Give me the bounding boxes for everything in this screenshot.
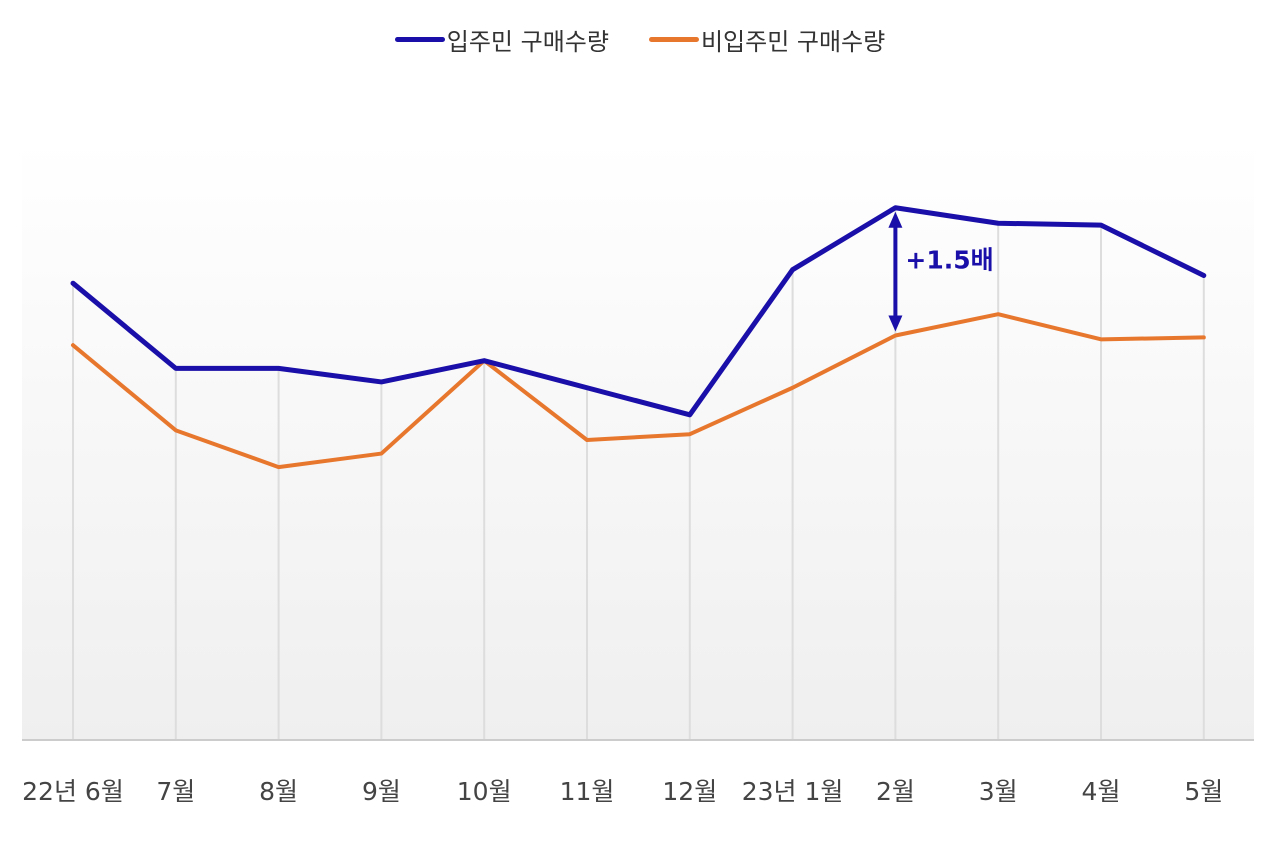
- x-tick-label: 10월: [457, 777, 512, 806]
- legend-swatch-nonresident: [648, 37, 699, 42]
- x-tick-label: 4월: [1082, 777, 1121, 806]
- x-tick-label: 22년 6월: [22, 777, 124, 806]
- legend-item-resident: 입주민 구매수량: [394, 22, 609, 57]
- legend-label-resident: 입주민 구매수량: [446, 28, 609, 56]
- x-tick-label: 2월: [876, 777, 915, 806]
- legend: 입주민 구매수량 비입주민 구매수량: [0, 22, 1280, 57]
- x-tick-label: 5월: [1184, 777, 1223, 806]
- series-line-nonresident: [71, 312, 1206, 470]
- legend-swatch-resident: [394, 37, 445, 42]
- annotation-arrow-head-up: [888, 211, 903, 228]
- x-tick-label: 23년 1월: [742, 777, 844, 806]
- x-tick-label: 8월: [259, 777, 298, 806]
- x-tick-label: 3월: [979, 777, 1018, 806]
- series-line-resident: [70, 205, 1207, 418]
- annotation-arrow-head-down: [888, 315, 903, 332]
- x-tick-label: 11월: [560, 777, 615, 806]
- x-tick-label: 12월: [662, 777, 717, 806]
- plot-background: [22, 140, 1254, 739]
- annotation-label: +1.5배: [905, 246, 993, 275]
- legend-label-nonresident: 비입주민 구매수량: [700, 28, 886, 56]
- x-tick-label: 9월: [362, 777, 401, 806]
- x-tick-label: 7월: [156, 777, 195, 806]
- legend-item-nonresident: 비입주민 구매수량: [648, 22, 886, 57]
